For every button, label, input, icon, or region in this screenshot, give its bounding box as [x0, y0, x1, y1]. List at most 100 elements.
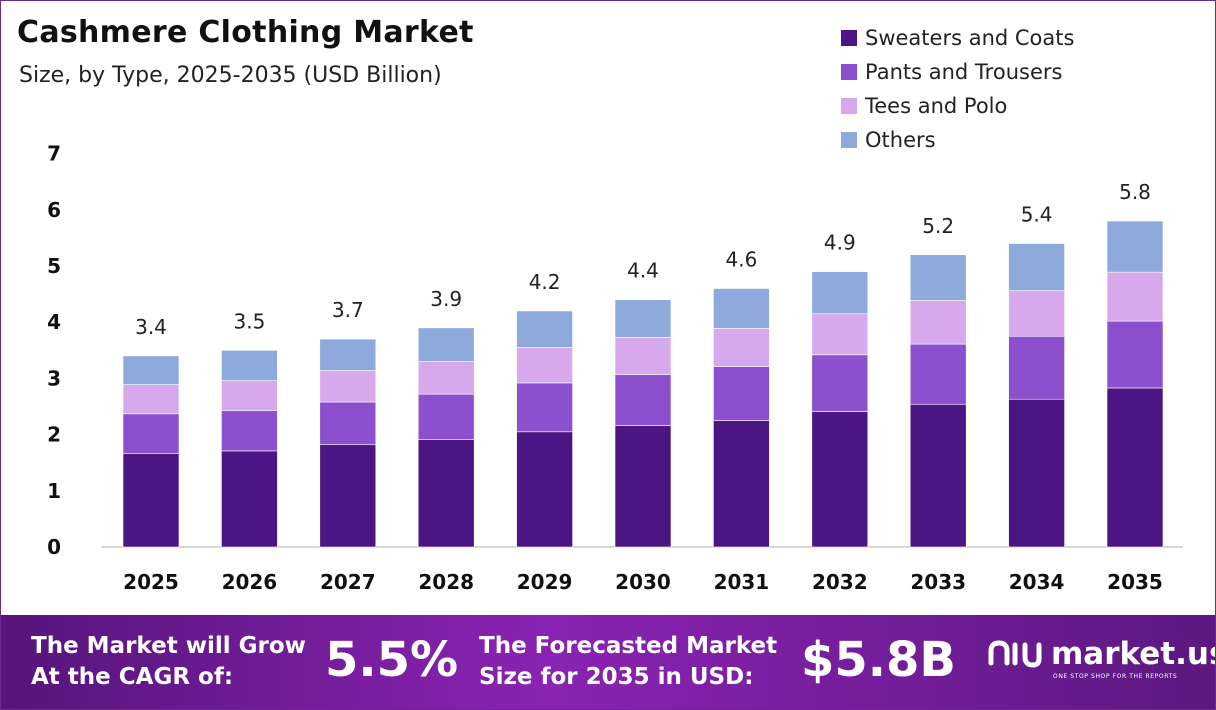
bar-total-label: 3.7 — [332, 298, 364, 322]
legend-item-pants: Pants and Trousers — [841, 55, 1074, 89]
bar-total-label: 3.4 — [135, 315, 167, 339]
x-tick-label: 2034 — [1009, 570, 1065, 594]
bar-total-label: 4.4 — [627, 259, 659, 283]
bar-segment-2032-0 — [811, 411, 869, 548]
bar-segment-2034-3 — [1008, 243, 1065, 292]
forecast-label-line1: The Forecasted Market — [479, 633, 778, 659]
bar-segment-2034-2 — [1008, 290, 1065, 337]
cagr-value: 5.5% — [325, 632, 459, 688]
legend-swatch-others — [841, 132, 857, 148]
bar-segment-2032-2 — [811, 313, 869, 356]
forecast-value: $5.8B — [801, 632, 957, 688]
y-tick-label: 4 — [47, 310, 61, 334]
bar-segment-2027-0 — [319, 444, 377, 548]
bar-total-label: 4.9 — [824, 231, 856, 255]
y-tick-label: 0 — [47, 535, 61, 559]
bar-segment-2027-3 — [319, 338, 377, 371]
bar-segment-2033-2 — [909, 299, 967, 345]
bar-segment-2032-3 — [811, 271, 869, 315]
legend: Sweaters and Coats Pants and Trousers Te… — [841, 21, 1074, 157]
bar-segment-2033-3 — [909, 254, 967, 301]
bar-segment-2030-2 — [614, 337, 672, 375]
bar-segment-2029-3 — [516, 310, 573, 348]
legend-item-others: Others — [841, 123, 1074, 157]
bar-segment-2025-1 — [122, 413, 180, 455]
cagr-label-line2: At the CAGR of: — [31, 664, 234, 690]
bar-segment-2035-1 — [1106, 320, 1164, 389]
x-tick-label: 2026 — [222, 570, 278, 594]
bar-segment-2035-2 — [1106, 271, 1164, 322]
bar-total-label: 5.8 — [1119, 180, 1151, 204]
bar-total-label: 3.5 — [233, 309, 265, 333]
x-tick-label: 2029 — [517, 570, 573, 594]
legend-label-pants: Pants and Trousers — [865, 60, 1063, 84]
y-tick-label: 7 — [47, 142, 61, 166]
bar-segment-2026-2 — [221, 380, 278, 411]
bar-segment-2029-2 — [516, 347, 573, 384]
bar-segment-2026-0 — [221, 450, 278, 548]
y-tick-label: 1 — [47, 479, 61, 503]
bar-segment-2029-0 — [516, 431, 573, 548]
x-tick-label: 2030 — [615, 570, 671, 594]
bar-total-label: 5.2 — [922, 214, 954, 238]
bar-total-label: 4.2 — [529, 270, 561, 294]
bar-segment-2035-0 — [1106, 387, 1164, 548]
bar-segment-2025-3 — [122, 355, 180, 385]
bar-segment-2025-0 — [122, 453, 180, 548]
brand-tagline: ONE STOP SHOP FOR THE REPORTS — [1053, 673, 1178, 680]
forecast-label-line2: Size for 2035 in USD: — [479, 664, 754, 690]
x-tick-label: 2027 — [320, 570, 376, 594]
y-tick-label: 6 — [47, 198, 61, 222]
bar-total-label: 3.9 — [430, 287, 462, 311]
y-tick-label: 5 — [47, 254, 61, 278]
forecast-label: The Forecasted Market Size for 2035 in U… — [479, 631, 777, 693]
x-tick-label: 2033 — [910, 570, 966, 594]
legend-swatch-pants — [841, 64, 857, 80]
legend-swatch-sweaters — [841, 30, 857, 46]
bar-segment-2028-0 — [417, 439, 475, 548]
legend-label-others: Others — [865, 128, 936, 152]
bar-segment-2030-0 — [614, 425, 672, 548]
chart-title: Cashmere Clothing Market — [17, 15, 474, 50]
bar-segment-2029-1 — [516, 382, 573, 433]
bar-segment-2030-3 — [614, 299, 672, 338]
bar-segment-2031-1 — [713, 366, 770, 421]
bar-segment-2026-1 — [221, 410, 278, 452]
bar-segment-2028-2 — [417, 361, 475, 395]
brand-logo[interactable]: market.us — [987, 637, 1215, 671]
bar-segment-2028-1 — [417, 393, 475, 440]
bar-segment-2035-3 — [1106, 220, 1164, 273]
legend-swatch-tees — [841, 98, 857, 114]
bar-segment-2026-3 — [221, 349, 278, 381]
cagr-label: The Market will Grow At the CAGR of: — [31, 631, 306, 693]
bar-segment-2032-1 — [811, 354, 869, 412]
legend-item-sweaters: Sweaters and Coats — [841, 21, 1074, 55]
bar-segment-2034-0 — [1008, 398, 1065, 548]
bar-segment-2031-2 — [713, 328, 770, 367]
x-tick-label: 2032 — [812, 570, 868, 594]
legend-label-tees: Tees and Polo — [865, 94, 1008, 118]
cagr-label-line1: The Market will Grow — [31, 633, 306, 659]
x-tick-label: 2035 — [1107, 570, 1163, 594]
x-tick-label: 2028 — [418, 570, 474, 594]
bar-total-label: 5.4 — [1021, 203, 1053, 227]
x-tick-label: 2031 — [714, 570, 770, 594]
y-tick-label: 3 — [47, 366, 61, 390]
bar-total-label: 4.6 — [725, 247, 757, 271]
legend-item-tees: Tees and Polo — [841, 89, 1074, 123]
bar-segment-2025-2 — [122, 384, 180, 415]
y-tick-label: 2 — [47, 423, 61, 447]
bar-chart: 0 1 2 3 4 5 6 7 3.4 2025 3.5 2026 3.7 2027 3.9 2028 4.2 2… — [47, 142, 1183, 594]
bar-segment-2027-2 — [319, 370, 377, 403]
bar-segment-2028-3 — [417, 327, 475, 362]
bar-segment-2031-0 — [713, 420, 770, 548]
bar-segment-2030-1 — [614, 374, 672, 426]
bar-segment-2027-1 — [319, 401, 377, 446]
x-tick-label: 2025 — [123, 570, 179, 594]
market-us-logo-icon — [988, 640, 1042, 668]
legend-label-sweaters: Sweaters and Coats — [865, 26, 1075, 50]
bar-segment-2034-1 — [1008, 335, 1065, 400]
footer-banner: The Market will Grow At the CAGR of: 5.5… — [1, 615, 1215, 709]
bar-segment-2031-3 — [713, 288, 770, 329]
